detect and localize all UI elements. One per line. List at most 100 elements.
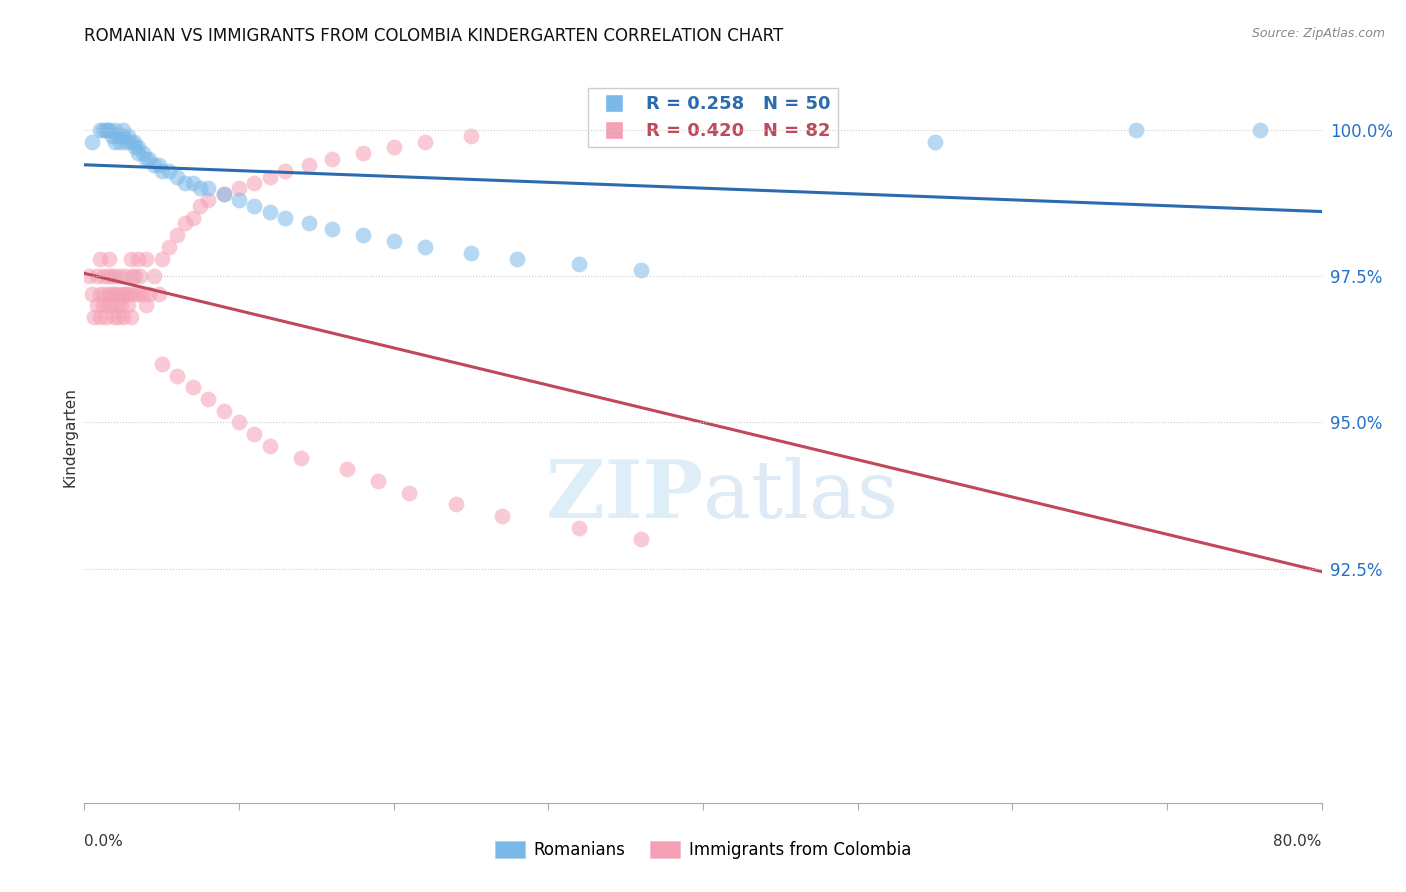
Point <box>166 169 188 184</box>
Text: ZIP: ZIP <box>546 457 703 534</box>
Point <box>108 269 131 284</box>
Point <box>274 211 297 225</box>
Point <box>86 298 108 312</box>
Point <box>460 128 482 143</box>
Point <box>143 269 166 284</box>
Point <box>321 222 343 236</box>
Point <box>159 164 181 178</box>
Point <box>150 164 173 178</box>
Point <box>298 217 321 231</box>
Point <box>118 286 141 301</box>
Point <box>82 286 104 301</box>
Point <box>122 286 145 301</box>
Point <box>228 193 250 207</box>
Point <box>1249 123 1271 137</box>
Point <box>259 169 281 184</box>
Y-axis label: Kindergarten: Kindergarten <box>62 387 77 487</box>
Point <box>83 310 105 325</box>
Point <box>188 199 212 213</box>
Point <box>105 298 128 312</box>
Point <box>91 269 114 284</box>
Text: ROMANIAN VS IMMIGRANTS FROM COLOMBIA KINDERGARTEN CORRELATION CHART: ROMANIAN VS IMMIGRANTS FROM COLOMBIA KIN… <box>84 27 783 45</box>
Point <box>77 269 100 284</box>
Point <box>398 485 420 500</box>
Point <box>120 135 142 149</box>
Point <box>444 497 467 511</box>
Point <box>129 269 152 284</box>
Point <box>132 286 155 301</box>
Point <box>121 269 143 284</box>
Point <box>491 509 513 524</box>
Point <box>228 181 250 195</box>
Point <box>94 310 117 325</box>
Point <box>228 416 250 430</box>
Point <box>150 357 173 371</box>
Point <box>174 176 197 190</box>
Point <box>197 181 219 195</box>
Point <box>212 403 235 417</box>
Text: Source: ZipAtlas.com: Source: ZipAtlas.com <box>1251 27 1385 40</box>
Point <box>259 439 281 453</box>
Point <box>135 152 157 166</box>
Point <box>108 135 131 149</box>
Point <box>630 533 652 547</box>
Point <box>120 252 142 266</box>
Point <box>413 240 436 254</box>
Point <box>110 298 132 312</box>
Point <box>104 123 127 137</box>
Point <box>89 123 111 137</box>
Point <box>94 123 117 137</box>
Point <box>107 128 129 143</box>
Point <box>89 286 111 301</box>
Point <box>148 158 170 172</box>
Point <box>924 135 946 149</box>
Point <box>98 123 121 137</box>
Point <box>166 228 188 243</box>
Text: 0.0%: 0.0% <box>84 834 124 849</box>
Point <box>115 286 138 301</box>
Point <box>138 286 160 301</box>
Point <box>112 123 135 137</box>
Point <box>115 135 138 149</box>
Point <box>128 140 150 154</box>
Point <box>107 310 129 325</box>
Point <box>103 310 125 325</box>
Point <box>181 176 204 190</box>
Point <box>91 123 114 137</box>
Point <box>188 181 212 195</box>
Point <box>128 146 150 161</box>
Legend: R = 0.258   N = 50, R = 0.420   N = 82: R = 0.258 N = 50, R = 0.420 N = 82 <box>588 87 838 147</box>
Point <box>97 298 120 312</box>
Point <box>114 269 136 284</box>
Point <box>181 380 204 394</box>
Point <box>150 252 173 266</box>
Point <box>101 286 124 301</box>
Point <box>212 187 235 202</box>
Point <box>112 310 135 325</box>
Point <box>243 427 266 442</box>
Point <box>124 140 146 154</box>
Point <box>86 269 108 284</box>
Point <box>101 128 124 143</box>
Point <box>97 269 120 284</box>
Point <box>98 286 121 301</box>
Point <box>352 146 374 161</box>
Point <box>243 199 266 213</box>
Point <box>274 164 297 178</box>
Point <box>104 286 127 301</box>
Point <box>630 263 652 277</box>
Point <box>181 211 204 225</box>
Point <box>104 135 127 149</box>
Point <box>413 135 436 149</box>
Text: atlas: atlas <box>703 457 898 534</box>
Point <box>197 392 219 406</box>
Point <box>138 152 160 166</box>
Point <box>97 123 120 137</box>
Point <box>91 298 114 312</box>
Legend: Romanians, Immigrants from Colombia: Romanians, Immigrants from Colombia <box>488 834 918 866</box>
Point <box>128 252 150 266</box>
Point <box>259 204 281 219</box>
Point <box>101 298 124 312</box>
Point <box>93 286 115 301</box>
Point <box>159 240 181 254</box>
